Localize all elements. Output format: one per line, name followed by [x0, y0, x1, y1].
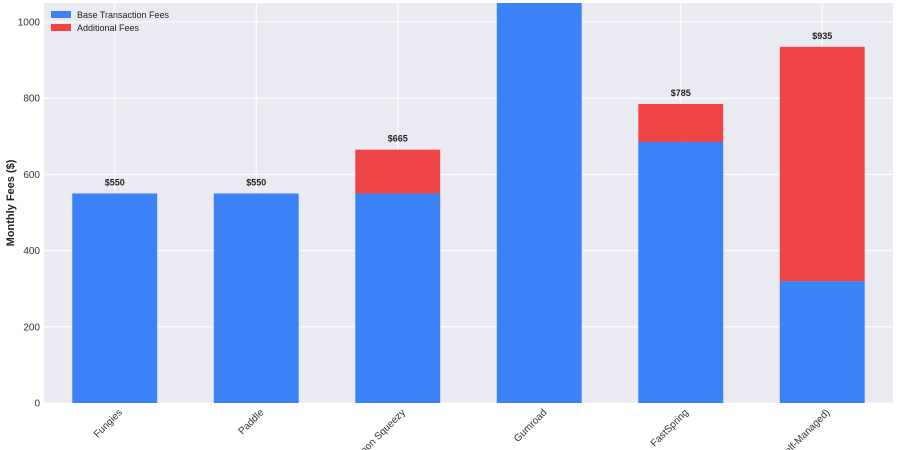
data-label-2: $665 — [388, 134, 408, 144]
data-label-5: $935 — [812, 31, 832, 41]
legend-swatch-0 — [51, 11, 71, 18]
bar-base-fees-5 — [779, 281, 865, 403]
bar-base-fees-1 — [213, 193, 299, 403]
data-labels: $550 $550 $665 $785 $935 — [105, 31, 833, 188]
y-tick-label: 800 — [23, 94, 40, 105]
y-tick-label: 0 — [34, 399, 40, 410]
y-tick-label: 1000 — [18, 18, 41, 29]
data-label-1: $550 — [246, 177, 266, 187]
bar-additional-fees-5 — [779, 46, 865, 282]
x-axis: Fungies Paddle Lemon Squeezy Gumroad FastSpr… — [92, 407, 832, 450]
x-tick-label: Paddle — [237, 407, 267, 437]
bar-base-fees-0 — [72, 193, 158, 403]
bar-additional-fees-2 — [355, 149, 441, 194]
legend-label-0: Base Transaction Fees — [77, 10, 170, 20]
x-tick-label: (Self-Managed) — [776, 407, 833, 450]
x-tick-label: Fungies — [92, 407, 125, 440]
bar-base-fees-3 — [496, 3, 582, 403]
y-axis-label: Monthly Fees ($) — [5, 159, 17, 246]
x-tick-label: FastSpring — [649, 407, 691, 449]
x-tick-label: Gumroad — [512, 407, 549, 444]
y-tick-label: 200 — [23, 322, 40, 333]
bars — [72, 3, 865, 404]
legend-swatch-1 — [51, 24, 71, 31]
data-label-0: $550 — [105, 177, 125, 187]
legend: Base Transaction Fees Additional Fees — [51, 10, 170, 33]
bar-additional-fees-4 — [638, 103, 724, 143]
plot-area — [44, 3, 893, 403]
data-label-4: $785 — [671, 88, 691, 98]
bar-base-fees-4 — [638, 142, 724, 404]
y-tick-label: 600 — [23, 170, 40, 181]
y-tick-label: 400 — [23, 246, 40, 257]
legend-label-1: Additional Fees — [77, 23, 140, 33]
x-tick-label: Lemon Squeezy — [349, 407, 408, 450]
y-axis: 0 200 400 600 800 1000 — [18, 18, 41, 410]
bar-base-fees-2 — [355, 193, 441, 403]
